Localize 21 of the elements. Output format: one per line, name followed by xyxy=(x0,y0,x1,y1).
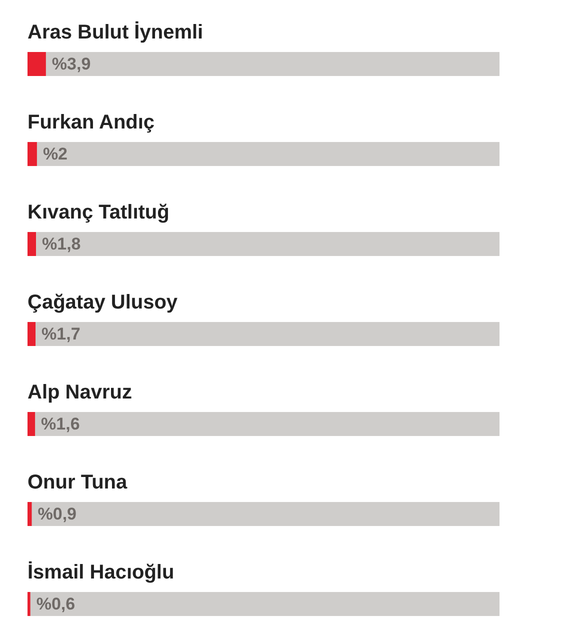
bar xyxy=(28,232,36,256)
data-label: %0,6 xyxy=(36,594,76,614)
bar xyxy=(28,52,46,76)
y-tick-label: Çağatay Ulusoy xyxy=(28,292,178,314)
bar xyxy=(28,592,30,616)
y-tick-label: Furkan Andıç xyxy=(28,112,155,134)
y-tick-label: Kıvanç Tatlıtuğ xyxy=(28,202,170,224)
data-label: %0,9 xyxy=(38,504,76,524)
y-tick-label: Aras Bulut İynemli xyxy=(28,20,204,44)
y-tick-label: İsmail Hacıoğlu xyxy=(28,560,174,584)
bar xyxy=(28,322,36,346)
data-label: %1,6 xyxy=(41,414,80,434)
data-label: %3,9 xyxy=(52,54,91,74)
y-tick-label: Onur Tuna xyxy=(28,471,128,494)
data-label: %1,7 xyxy=(42,324,80,344)
data-label: %2 xyxy=(42,144,68,164)
bar xyxy=(28,412,36,436)
bar xyxy=(28,502,32,526)
bar xyxy=(28,142,37,166)
data-label: %1,8 xyxy=(42,234,81,254)
y-tick-label: Alp Navruz xyxy=(28,382,132,404)
